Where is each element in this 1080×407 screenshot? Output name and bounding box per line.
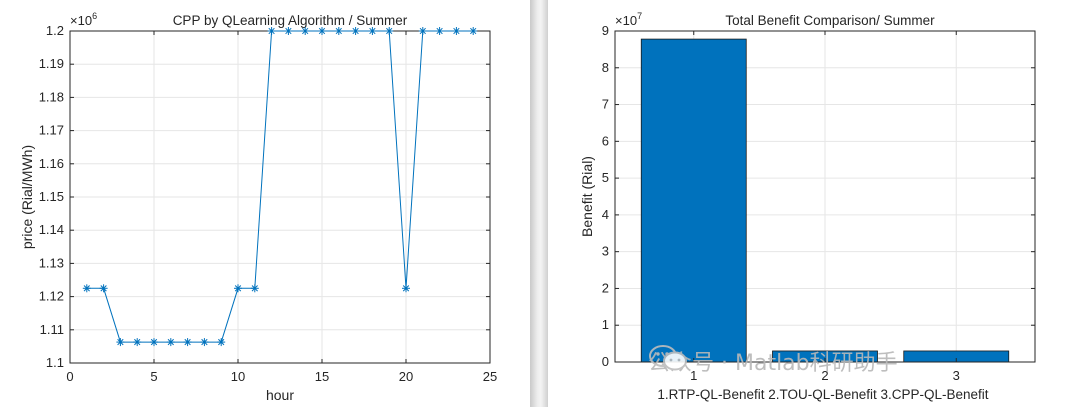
x-tick-label: 3: [953, 368, 960, 383]
y-tick-label: 1.11: [40, 322, 64, 337]
data-point: [452, 27, 461, 35]
data-point: [435, 27, 444, 35]
bar: [640, 38, 747, 363]
y-tick-label: 1.19: [39, 56, 64, 71]
data-point: [250, 284, 259, 293]
data-point: [368, 27, 377, 35]
x-tick-label: 10: [231, 369, 245, 384]
y-tick-label: 1.15: [39, 189, 64, 204]
data-point: [418, 27, 427, 35]
y-exponent-label: ×106: [70, 11, 97, 28]
y-tick-label: 1.1: [46, 355, 64, 370]
y-tick-label: 9: [602, 23, 609, 38]
y-tick-label: 5: [602, 170, 609, 185]
y-tick-label: 7: [602, 97, 609, 112]
data-point: [99, 284, 108, 293]
y-tick-label: 0: [602, 354, 609, 369]
x-tick-label: 5: [150, 369, 157, 384]
data-point: [284, 27, 293, 35]
chart-title: Total Benefit Comparison/ Summer: [725, 13, 935, 28]
data-point: [301, 27, 310, 35]
x-axis-label: hour: [266, 387, 294, 403]
watermark: 公众号 · Matlab科研助手: [648, 344, 898, 378]
y-tick-label: 1.14: [39, 222, 64, 237]
data-point: [82, 284, 91, 293]
data-point: [402, 284, 410, 293]
y-tick-label: 6: [602, 133, 609, 148]
x-tick-label: 0: [66, 369, 73, 384]
data-point: [200, 338, 209, 347]
y-tick-label: 1.12: [39, 289, 64, 304]
bar-chart: 1 2 3 0 1 2 3 4 5 6 7 8 9 ×107 Total Benefit Compariso…: [579, 11, 1036, 402]
data-point: [318, 27, 326, 35]
data-point: [334, 27, 343, 35]
data-point: [385, 27, 394, 35]
panel-divider: [530, 0, 548, 407]
data-point: [469, 27, 478, 35]
y-tick-label: 1: [602, 317, 609, 332]
y-exponent-label: ×107: [615, 11, 642, 28]
data-point: [183, 338, 192, 347]
y-axis-label: price (Rial/MWh): [19, 145, 35, 249]
data-point: [234, 284, 242, 293]
data-point: [166, 338, 175, 347]
x-tick-label: 25: [483, 369, 497, 384]
y-axis-label: Benefit (Rial): [579, 156, 595, 237]
line-chart: 0 5 10 15 20 25 1.1 1.11 1.12 1.13 1.14 1.15 1.16 1.1…: [19, 11, 497, 403]
x-axis-label: 1.RTP-QL-Benefit 2.TOU-QL-Benefit 3.CPP-…: [657, 387, 988, 402]
x-tick-label: 15: [315, 369, 329, 384]
x-tick-label: 20: [399, 369, 413, 384]
y-tick-label: 3: [602, 244, 609, 259]
data-point: [267, 27, 276, 35]
wechat-icon: [649, 345, 687, 371]
y-tick-label: 1.17: [39, 123, 64, 138]
data-point: [217, 338, 226, 347]
y-tick-label: 8: [602, 60, 609, 75]
chart-title: CPP by QLearning Algorithm / Summer: [173, 13, 408, 28]
x-tick-label: 1: [690, 368, 697, 383]
data-point: [150, 338, 158, 347]
x-tick-label: 2: [821, 368, 828, 383]
data-point: [351, 27, 360, 35]
y-tick-label: 1.13: [39, 255, 64, 270]
data-point: [116, 338, 125, 347]
y-tick-label: 1.18: [39, 89, 64, 104]
y-tick-label: 1.16: [39, 156, 64, 171]
y-tick-label: 1.2: [46, 23, 64, 38]
line-chart-panel: 0 5 10 15 20 25 1.1 1.11 1.12 1.13 1.14 1.15 1.16 1.1…: [0, 0, 530, 407]
y-tick-label: 2: [602, 280, 609, 295]
data-point: [133, 338, 142, 347]
y-tick-label: 4: [602, 207, 609, 222]
bar-chart-panel: 1 2 3 0 1 2 3 4 5 6 7 8 9 ×107 Total Benefit Compariso…: [548, 0, 1080, 407]
watermark-text: 公众号 · Matlab科研助手: [648, 351, 898, 376]
